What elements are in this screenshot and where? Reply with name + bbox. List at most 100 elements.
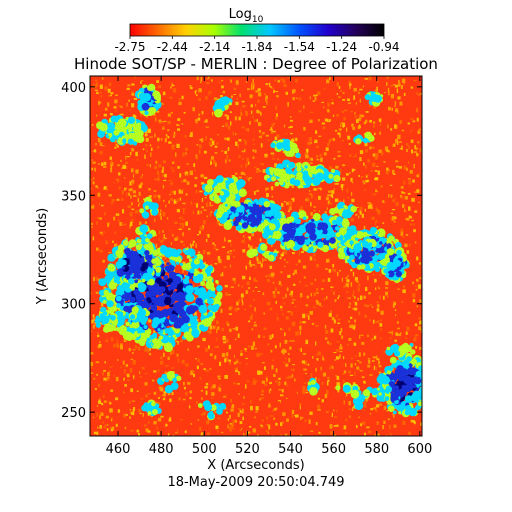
speckle: [209, 202, 211, 207]
speckle: [280, 253, 283, 257]
region-cell: [295, 152, 301, 159]
speckle: [411, 149, 413, 154]
speckle: [240, 171, 245, 175]
speckle: [404, 208, 406, 212]
speckle: [288, 375, 292, 379]
speckle: [170, 182, 173, 185]
speckle: [315, 198, 317, 200]
speckle: [357, 287, 360, 292]
speckle: [260, 143, 263, 148]
speckle: [340, 122, 343, 125]
speckle: [262, 132, 265, 134]
speckle: [375, 366, 378, 371]
speckle: [113, 374, 115, 377]
speckle: [349, 302, 351, 307]
speckle: [394, 424, 397, 426]
speckle: [390, 194, 393, 198]
speckle: [402, 192, 406, 194]
speckle: [232, 419, 234, 425]
speckle: [339, 169, 342, 174]
speckle: [90, 292, 93, 295]
heatmap-regions: [94, 83, 431, 421]
speckle: [354, 277, 358, 281]
speckle: [323, 298, 326, 301]
speckle: [298, 251, 301, 256]
speckle: [360, 176, 364, 178]
speckle: [110, 92, 114, 95]
speckle: [395, 160, 399, 163]
speckle: [118, 172, 121, 176]
region-cell: [207, 297, 214, 305]
speckle: [286, 385, 289, 387]
speckle: [114, 110, 117, 112]
region-cell: [329, 208, 337, 215]
speckle: [309, 311, 312, 315]
speckle: [239, 93, 241, 98]
speckle: [102, 395, 105, 398]
speckle: [318, 431, 321, 434]
speckle: [259, 134, 264, 136]
speckle: [189, 243, 192, 246]
speckle: [373, 335, 377, 340]
region-cell: [395, 270, 402, 278]
colorbar-tick-label: -2.14: [199, 40, 230, 54]
speckle: [333, 157, 336, 160]
speckle: [354, 301, 358, 306]
speckle: [198, 149, 201, 155]
speckle: [372, 153, 376, 157]
speckle: [101, 162, 104, 166]
speckle: [341, 335, 344, 339]
region-cell: [302, 244, 309, 252]
speckle: [316, 155, 319, 160]
speckle: [327, 120, 330, 123]
speckle: [125, 237, 127, 240]
speckle: [406, 250, 410, 254]
speckle: [136, 196, 139, 198]
speckle: [327, 118, 329, 121]
speckle: [348, 80, 351, 84]
speckle: [341, 188, 343, 191]
speckle: [345, 363, 347, 367]
speckle: [299, 320, 302, 324]
speckle: [246, 157, 249, 162]
speckle: [108, 252, 112, 254]
colorbar-ticks: -2.75 -2.44 -2.14 -1.84 -1.54 -1.24 -0.94: [114, 36, 400, 54]
speckle: [201, 197, 204, 202]
speckle: [235, 80, 239, 85]
speckle: [103, 113, 107, 117]
speckle: [419, 346, 422, 350]
speckle: [348, 338, 352, 341]
speckle: [131, 91, 134, 94]
speckle: [414, 285, 418, 287]
speckle: [280, 271, 283, 274]
speckle: [404, 205, 406, 207]
speckle: [187, 382, 191, 385]
speckle: [133, 115, 137, 120]
speckle: [414, 241, 417, 244]
region-cell: [410, 349, 416, 355]
speckle: [276, 250, 280, 253]
speckle: [389, 184, 393, 186]
speckle: [107, 424, 109, 427]
speckle: [92, 416, 95, 419]
region-cell: [384, 396, 390, 401]
speckle: [248, 320, 251, 323]
speckle: [214, 209, 217, 211]
speckle: [310, 430, 314, 432]
speckle: [271, 123, 274, 128]
speckle: [374, 434, 377, 436]
region-cell: [392, 410, 397, 415]
region-cell: [424, 378, 431, 385]
speckle: [214, 244, 216, 247]
speckle: [193, 373, 195, 377]
speckle: [287, 353, 290, 355]
speckle: [153, 190, 157, 192]
region-cell: [414, 377, 422, 385]
speckle: [369, 203, 373, 206]
speckle: [258, 130, 262, 133]
speckle: [361, 114, 365, 117]
speckle: [376, 308, 380, 312]
region-cell: [389, 356, 397, 364]
speckle: [220, 224, 225, 226]
speckle: [349, 324, 353, 328]
